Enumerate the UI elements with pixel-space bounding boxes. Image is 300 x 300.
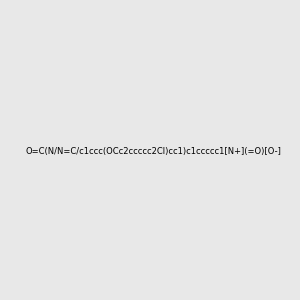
Text: O=C(N/N=C/c1ccc(OCc2ccccc2Cl)cc1)c1ccccc1[N+](=O)[O-]: O=C(N/N=C/c1ccc(OCc2ccccc2Cl)cc1)c1ccccc… [26, 147, 282, 156]
